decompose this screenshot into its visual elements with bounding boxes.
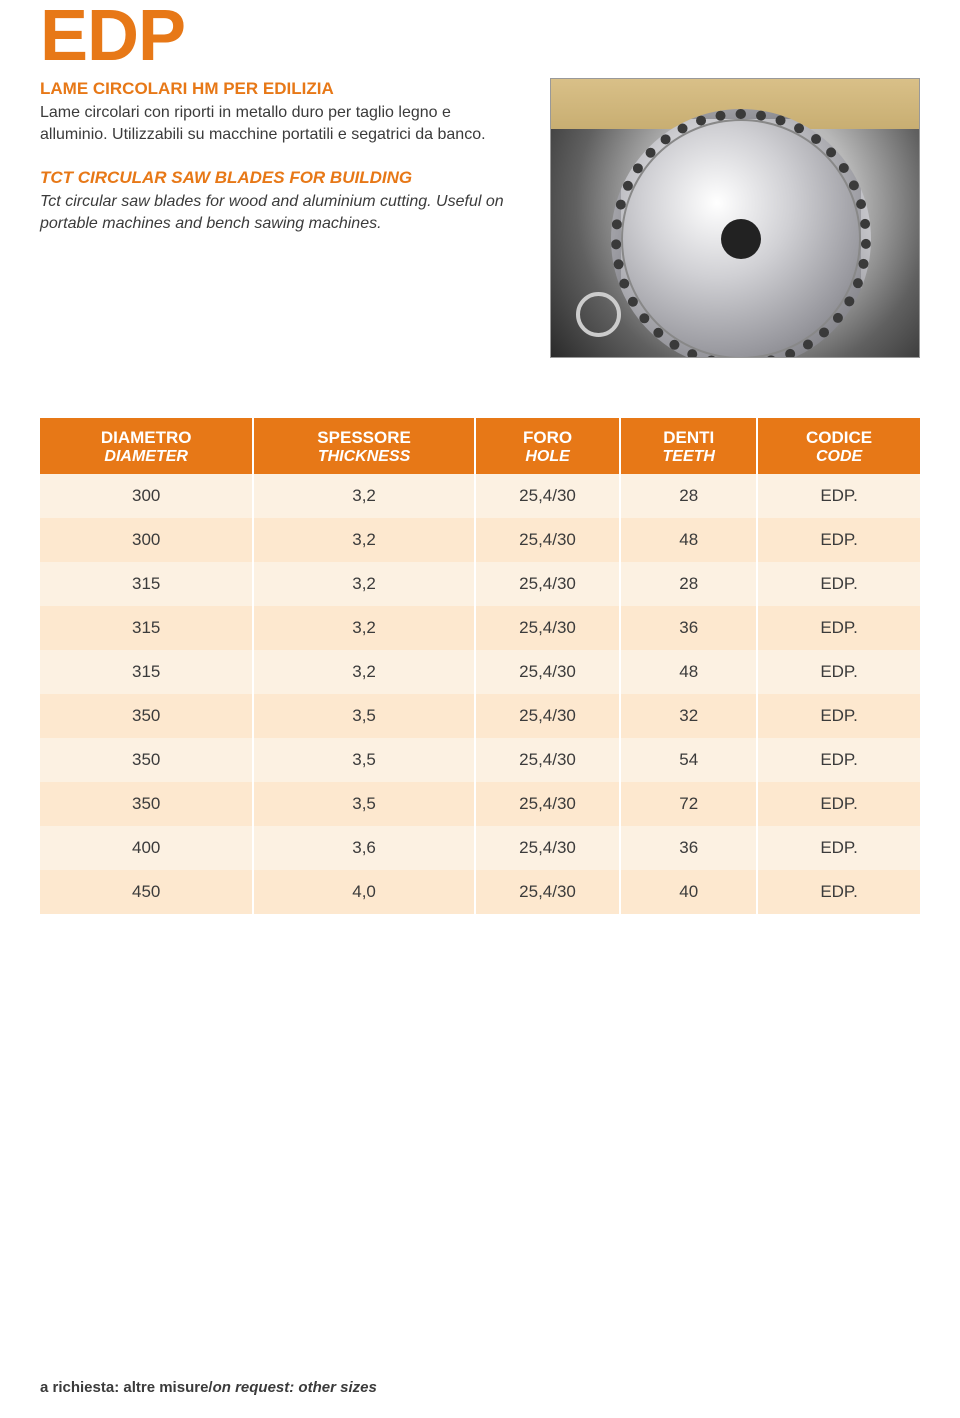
table-cell: 28	[620, 562, 757, 606]
table-cell: EDP.	[757, 738, 920, 782]
table-cell: 3,5	[253, 782, 474, 826]
table-cell: 4,0	[253, 870, 474, 914]
col-code: CODICE CODE	[757, 418, 920, 474]
table-cell: 25,4/30	[475, 826, 621, 870]
table-cell: 36	[620, 606, 757, 650]
table-cell: 350	[40, 738, 253, 782]
table-cell: 3,6	[253, 826, 474, 870]
col-teeth: DENTI TEETH	[620, 418, 757, 474]
table-cell: EDP.	[757, 782, 920, 826]
col-label-en: HOLE	[482, 448, 614, 470]
table-cell: 54	[620, 738, 757, 782]
table-body: 3003,225,4/3028EDP.3003,225,4/3048EDP.31…	[40, 474, 920, 914]
specifications-table: DIAMETRO DIAMETER SPESSORE THICKNESS FOR…	[40, 418, 920, 914]
table-cell: EDP.	[757, 826, 920, 870]
table-cell: 25,4/30	[475, 782, 621, 826]
col-label-it: DENTI	[663, 428, 714, 447]
col-label-it: SPESSORE	[317, 428, 411, 447]
table-cell: 350	[40, 694, 253, 738]
table-row: 3503,525,4/3072EDP.	[40, 782, 920, 826]
table-cell: 3,2	[253, 562, 474, 606]
table-row: 4504,025,4/3040EDP.	[40, 870, 920, 914]
table-row: 3153,225,4/3028EDP.	[40, 562, 920, 606]
table-cell: 400	[40, 826, 253, 870]
subtitle-italian: LAME CIRCOLARI HM PER EDILIZIA	[40, 78, 510, 100]
page-title: EDP	[40, 0, 920, 72]
table-cell: 350	[40, 782, 253, 826]
table-cell: 25,4/30	[475, 870, 621, 914]
table-cell: 25,4/30	[475, 694, 621, 738]
footer-english: on request: other sizes	[213, 1379, 377, 1396]
table-row: 3503,525,4/3032EDP.	[40, 694, 920, 738]
description-english: Tct circular saw blades for wood and alu…	[40, 191, 510, 234]
table-cell: 450	[40, 870, 253, 914]
table-cell: EDP.	[757, 606, 920, 650]
table-header: DIAMETRO DIAMETER SPESSORE THICKNESS FOR…	[40, 418, 920, 474]
table-cell: EDP.	[757, 518, 920, 562]
table-row: 3153,225,4/3048EDP.	[40, 650, 920, 694]
table-cell: EDP.	[757, 474, 920, 518]
footer-note: a richiesta: altre misure/on request: ot…	[40, 1379, 377, 1396]
table-row: 3153,225,4/3036EDP.	[40, 606, 920, 650]
table-cell: 48	[620, 650, 757, 694]
table-cell: 25,4/30	[475, 738, 621, 782]
table-cell: 25,4/30	[475, 518, 621, 562]
table-cell: 3,2	[253, 518, 474, 562]
col-label-en: DIAMETER	[46, 448, 246, 470]
table-cell: 25,4/30	[475, 474, 621, 518]
table-row: 4003,625,4/3036EDP.	[40, 826, 920, 870]
table-cell: EDP.	[757, 870, 920, 914]
col-label-it: DIAMETRO	[101, 428, 192, 447]
table-cell: 300	[40, 474, 253, 518]
table-row: 3503,525,4/3054EDP.	[40, 738, 920, 782]
col-label-en: THICKNESS	[260, 448, 467, 470]
table-cell: 48	[620, 518, 757, 562]
table-cell: 25,4/30	[475, 562, 621, 606]
description-italian: Lame circolari con riporti in metallo du…	[40, 102, 510, 145]
footer-italian: a richiesta: altre misure/	[40, 1379, 213, 1396]
col-hole: FORO HOLE	[475, 418, 621, 474]
table-cell: 3,2	[253, 650, 474, 694]
table-cell: 315	[40, 606, 253, 650]
table-cell: 3,5	[253, 694, 474, 738]
table-cell: 72	[620, 782, 757, 826]
col-label-it: FORO	[523, 428, 572, 447]
table-cell: 40	[620, 870, 757, 914]
table-cell: 36	[620, 826, 757, 870]
table-cell: 315	[40, 562, 253, 606]
table-cell: EDP.	[757, 562, 920, 606]
product-photo	[550, 78, 920, 358]
table-row: 3003,225,4/3048EDP.	[40, 518, 920, 562]
col-thickness: SPESSORE THICKNESS	[253, 418, 474, 474]
col-label-it: CODICE	[806, 428, 872, 447]
table-cell: 32	[620, 694, 757, 738]
intro-section: LAME CIRCOLARI HM PER EDILIZIA Lame circ…	[40, 78, 920, 358]
table-cell: 3,2	[253, 606, 474, 650]
table-cell: EDP.	[757, 650, 920, 694]
table-cell: 28	[620, 474, 757, 518]
col-label-en: CODE	[764, 448, 914, 470]
table-cell: 315	[40, 650, 253, 694]
table-cell: 25,4/30	[475, 606, 621, 650]
table-cell: 25,4/30	[475, 650, 621, 694]
table-cell: EDP.	[757, 694, 920, 738]
table-cell: 300	[40, 518, 253, 562]
col-label-en: TEETH	[627, 448, 750, 470]
col-diameter: DIAMETRO DIAMETER	[40, 418, 253, 474]
table-row: 3003,225,4/3028EDP.	[40, 474, 920, 518]
subtitle-english: TCT CIRCULAR SAW BLADES FOR BUILDING	[40, 167, 510, 189]
table-cell: 3,2	[253, 474, 474, 518]
intro-text-column: LAME CIRCOLARI HM PER EDILIZIA Lame circ…	[40, 78, 510, 358]
table-cell: 3,5	[253, 738, 474, 782]
